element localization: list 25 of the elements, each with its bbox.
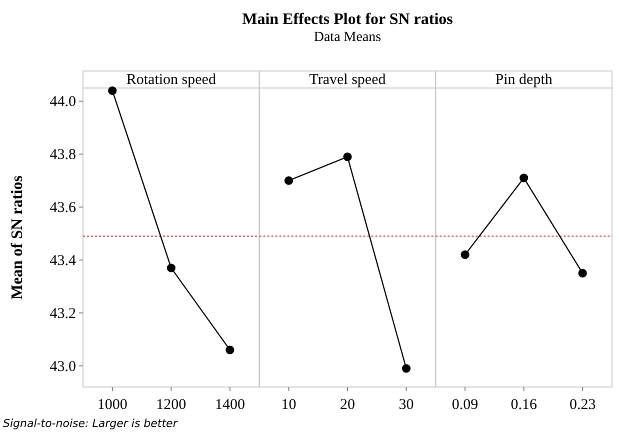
- x-tick-label: 10: [281, 397, 296, 413]
- x-axis-title: Pin depth: [495, 72, 553, 88]
- point: [166, 264, 176, 272]
- x-tick-label: 0.09: [452, 397, 478, 413]
- y-tick-label: 43.2: [50, 306, 76, 322]
- x-tick-label: 30: [398, 397, 414, 413]
- x-tick-label: 1000: [97, 397, 128, 413]
- x-tick-label: 1200: [156, 397, 186, 413]
- y-tick-label: 43.8: [50, 147, 76, 164]
- point: [226, 346, 234, 354]
- point: [108, 86, 117, 95]
- x-tick-label: 0.16: [510, 397, 538, 413]
- y-axis-title: Mean of SN ratios: [9, 176, 26, 300]
- y-tick-label: 44.0: [50, 94, 76, 110]
- x-tick-label: 0.23: [569, 397, 596, 413]
- x-axis-title: Travel speed: [309, 72, 386, 88]
- y-tick-label: 43.4: [50, 252, 76, 269]
- y-tick-label: 43.0: [50, 358, 76, 375]
- x-axis-title: Rotation speed: [126, 72, 216, 88]
- text: Signal-to-noise: Larger is better: [3, 417, 179, 430]
- chart-title: Main Effects Plot for SN ratios: [242, 11, 453, 28]
- x-tick-label: 20: [340, 397, 355, 413]
- x-tick-label: 1400: [214, 397, 245, 413]
- chart-subtitle: Data Means: [314, 30, 382, 45]
- y-tick-label: 43.6: [50, 200, 76, 216]
